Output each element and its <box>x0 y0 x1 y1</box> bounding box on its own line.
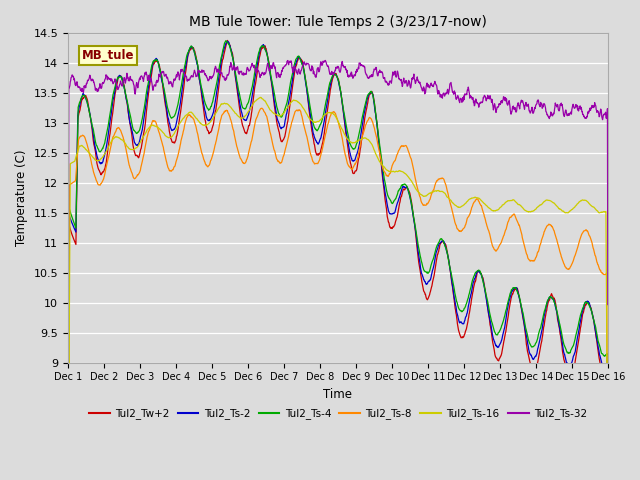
Tul2_Ts-8 <box>258 105 266 111</box>
Line: Tul2_Tw+2: Tul2_Tw+2 <box>68 40 608 480</box>
Tul2_Ts-8 <box>184 113 192 119</box>
Tul2_Ts-4 <box>245 98 253 104</box>
Tul2_Ts-16 <box>493 207 500 213</box>
Tul2_Ts-4 <box>422 269 429 275</box>
Tul2_Ts-8 <box>493 248 500 253</box>
Tul2_Ts-4 <box>540 310 548 315</box>
Tul2_Ts-4 <box>493 332 500 337</box>
Tul2_Ts-8 <box>540 229 548 235</box>
Line: Tul2_Ts-16: Tul2_Ts-16 <box>68 97 608 480</box>
Tul2_Tw+2 <box>422 294 429 300</box>
Tul2_Ts-16 <box>257 95 264 100</box>
Tul2_Ts-32 <box>493 107 500 113</box>
Tul2_Ts-16 <box>184 111 192 117</box>
Tul2_Ts-8 <box>244 151 252 156</box>
Tul2_Ts-32 <box>604 302 612 308</box>
Line: Tul2_Ts-2: Tul2_Ts-2 <box>68 41 608 480</box>
Tul2_Tw+2 <box>245 123 253 129</box>
Tul2_Tw+2 <box>223 37 231 43</box>
Tul2_Tw+2 <box>184 51 192 57</box>
Tul2_Ts-4 <box>184 49 192 55</box>
Tul2_Ts-8 <box>422 202 429 208</box>
Tul2_Tw+2 <box>540 323 548 329</box>
Line: Tul2_Ts-32: Tul2_Ts-32 <box>68 60 608 480</box>
Tul2_Ts-2 <box>184 51 192 57</box>
Tul2_Ts-32 <box>171 77 179 83</box>
Tul2_Ts-32 <box>540 101 548 107</box>
Tul2_Ts-16 <box>244 108 252 114</box>
Tul2_Ts-4 <box>222 38 230 44</box>
Tul2_Ts-2 <box>245 110 253 116</box>
Tul2_Ts-32 <box>184 77 192 83</box>
Line: Tul2_Ts-8: Tul2_Ts-8 <box>68 108 608 480</box>
Tul2_Ts-16 <box>422 193 429 199</box>
Line: Tul2_Ts-4: Tul2_Ts-4 <box>68 41 608 480</box>
Tul2_Ts-32 <box>244 66 252 72</box>
Tul2_Ts-4 <box>171 112 179 118</box>
Tul2_Ts-32 <box>321 58 329 63</box>
Title: MB Tule Tower: Tule Temps 2 (3/23/17-now): MB Tule Tower: Tule Temps 2 (3/23/17-now… <box>189 15 487 29</box>
Tul2_Ts-8 <box>171 163 179 169</box>
X-axis label: Time: Time <box>323 388 353 401</box>
Tul2_Ts-2 <box>540 313 548 319</box>
Legend: Tul2_Tw+2, Tul2_Ts-2, Tul2_Ts-4, Tul2_Ts-8, Tul2_Ts-16, Tul2_Ts-32: Tul2_Tw+2, Tul2_Ts-2, Tul2_Ts-4, Tul2_Ts… <box>84 404 591 423</box>
Tul2_Ts-2 <box>223 38 231 44</box>
Tul2_Ts-2 <box>422 281 429 287</box>
Text: MB_tule: MB_tule <box>81 49 134 62</box>
Tul2_Ts-32 <box>422 86 429 92</box>
Tul2_Tw+2 <box>171 139 179 145</box>
Tul2_Ts-2 <box>171 125 179 131</box>
Tul2_Ts-16 <box>171 129 179 135</box>
Tul2_Ts-16 <box>540 199 548 204</box>
Tul2_Ts-2 <box>493 344 500 349</box>
Y-axis label: Temperature (C): Temperature (C) <box>15 150 28 246</box>
Tul2_Tw+2 <box>493 355 500 361</box>
